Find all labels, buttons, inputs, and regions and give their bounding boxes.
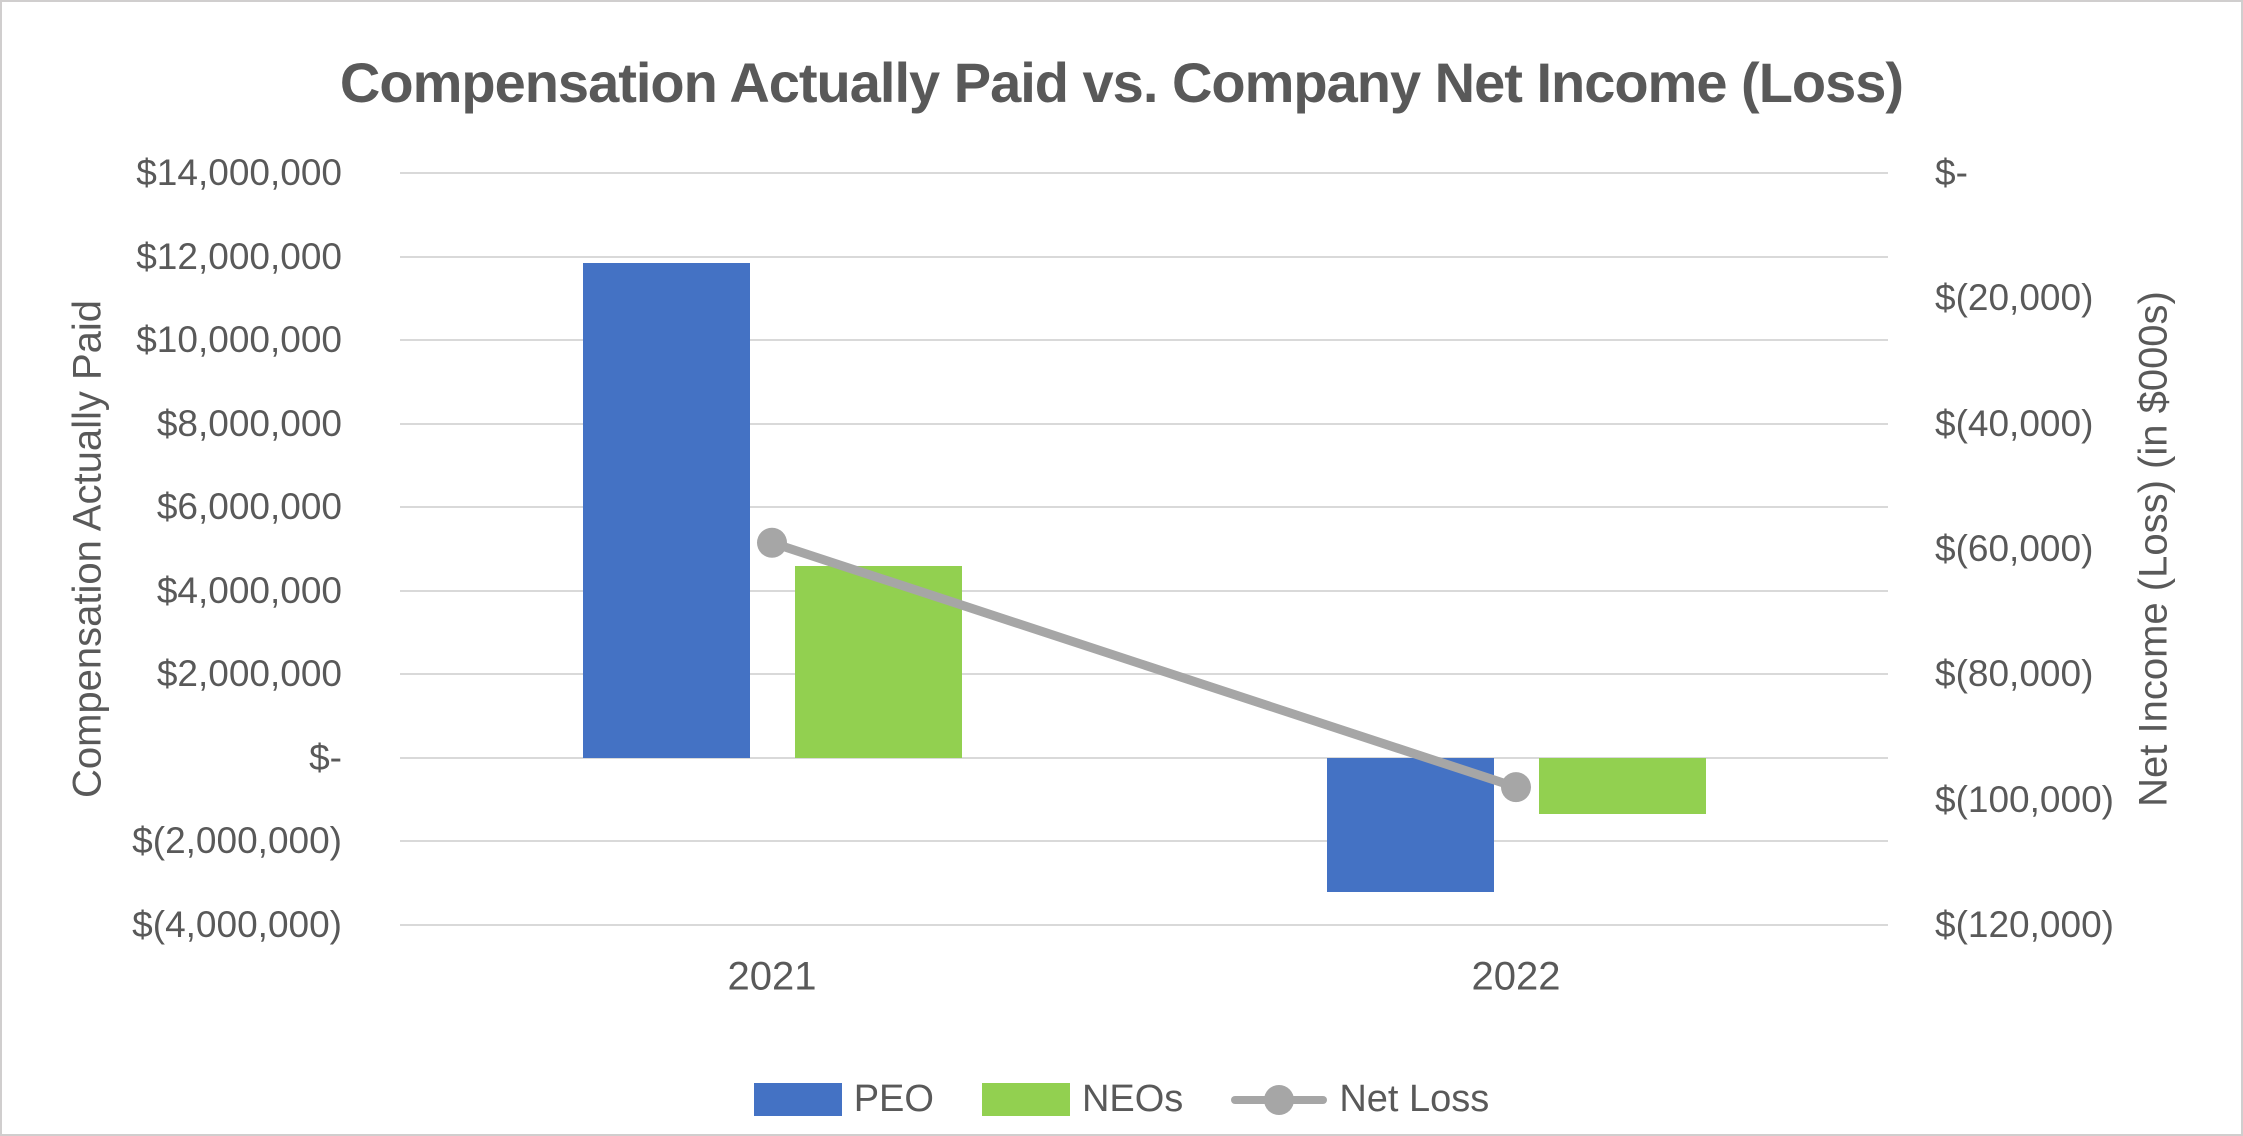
- gridline: [400, 339, 1888, 342]
- gridline: [400, 840, 1888, 843]
- x-axis-category-label: 2021: [727, 954, 817, 999]
- peo-swatch-icon: [753, 1083, 842, 1116]
- x-axis-category-label: 2022: [1471, 954, 1561, 999]
- gridline: [400, 924, 1888, 926]
- net-loss-marker-2022: [1501, 772, 1531, 803]
- net-loss-marker-2021: [757, 527, 787, 558]
- y-axis-right-tick: $(120,000): [1935, 904, 2114, 945]
- y-axis-right-tick: $-: [1935, 152, 1968, 193]
- y-axis-right-tick: $(60,000): [1935, 528, 2094, 569]
- gridline: [400, 255, 1888, 258]
- chart-title: Compensation Actually Paid vs. Company N…: [339, 51, 1904, 114]
- gridline: [400, 506, 1888, 509]
- bar-peo-2021: [582, 262, 750, 758]
- bar-neos-2021: [794, 565, 962, 758]
- legend-label-neos: NEOs: [1081, 1078, 1184, 1120]
- y-axis-left-tick: $4,000,000: [156, 569, 342, 611]
- y-axis-right-tick: $(80,000): [1935, 653, 2094, 695]
- y-axis-left-tick: $8,000,000: [156, 402, 342, 444]
- y-axis-left-tick: $12,000,000: [136, 235, 342, 277]
- legend: PEO NEOs Net Loss: [2, 1078, 2241, 1121]
- y-axis-left-tick: $(2,000,000): [132, 820, 342, 862]
- right-axis-title: Net Income (Loss) (in $000s): [2131, 291, 2176, 807]
- y-axis-left-tick: $10,000,000: [136, 319, 342, 361]
- y-axis-left-tick: $14,000,000: [136, 152, 342, 193]
- y-axis-left-tick: $6,000,000: [156, 486, 342, 528]
- legend-label-net-loss: Net Loss: [1339, 1078, 1490, 1120]
- legend-label-peo: PEO: [853, 1078, 934, 1120]
- y-axis-left-tick: $(4,000,000): [132, 904, 342, 945]
- y-axis-left-tick: $2,000,000: [156, 653, 342, 695]
- gridline: [400, 422, 1888, 425]
- left-axis-title: Compensation Actually Paid: [65, 299, 110, 799]
- net-loss-line-marker-icon: [1231, 1083, 1328, 1116]
- bar-neos-2022: [1538, 757, 1706, 815]
- legend-item-neos: NEOs: [981, 1078, 1184, 1121]
- y-axis-right-tick: $(40,000): [1935, 402, 2094, 444]
- bar-peo-2022: [1326, 757, 1494, 892]
- y-axis-right-tick: $(100,000): [1935, 778, 2114, 820]
- legend-item-net-loss: Net Loss: [1231, 1078, 1489, 1121]
- legend-item-peo: PEO: [753, 1078, 934, 1121]
- neos-swatch-icon: [981, 1083, 1070, 1116]
- y-axis-left-tick: $-: [309, 736, 342, 778]
- gridline: [400, 172, 1888, 174]
- y-axis-right-tick: $(20,000): [1935, 277, 2094, 319]
